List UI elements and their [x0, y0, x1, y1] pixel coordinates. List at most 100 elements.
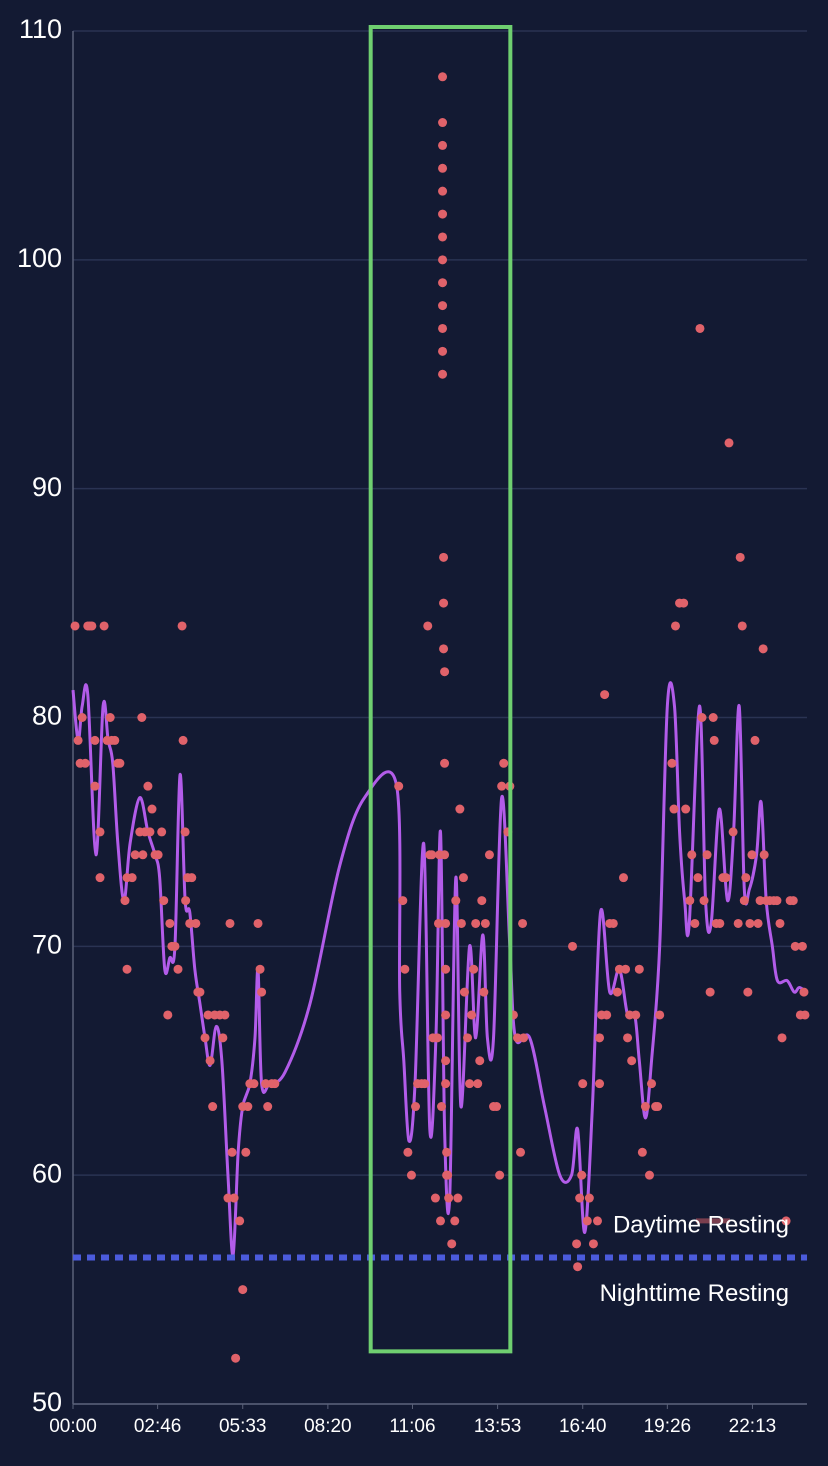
heart-rate-point: [220, 1010, 230, 1020]
heart-rate-point: [427, 850, 437, 860]
heart-rate-point: [758, 644, 768, 654]
heart-rate-point: [438, 72, 448, 82]
heart-rate-point: [195, 987, 205, 997]
heart-rate-point: [473, 1079, 483, 1089]
heart-rate-point: [647, 1079, 657, 1089]
heart-rate-point: [497, 781, 507, 791]
heart-rate-point: [200, 1033, 210, 1043]
heart-rate-point: [77, 713, 87, 722]
heart-rate-point: [87, 621, 97, 631]
heart-rate-point: [495, 1170, 505, 1180]
trend-line: [71, 681, 808, 1257]
heart-rate-point: [438, 118, 448, 128]
y-tick-label: 100: [17, 243, 62, 273]
heart-rate-point: [436, 1216, 446, 1226]
heart-rate-point: [438, 186, 448, 196]
heart-rate-point: [735, 552, 745, 562]
heart-rate-point: [577, 1170, 587, 1180]
heart-rate-point: [593, 1216, 603, 1226]
heart-rate-point: [145, 827, 155, 837]
heart-rate-point: [455, 804, 465, 814]
heart-rate-point: [440, 758, 450, 768]
heart-rate-point: [253, 918, 263, 928]
heart-rate-point: [518, 918, 528, 928]
heart-rate-point: [582, 1216, 592, 1226]
heart-rate-point: [441, 1010, 451, 1020]
heart-rate-point: [444, 1193, 454, 1203]
heart-rate-point: [440, 850, 450, 860]
heart-rate-point: [127, 873, 137, 883]
heart-rate-point: [679, 598, 689, 608]
x-tick-label: 19:26: [644, 1416, 692, 1437]
heart-rate-point: [447, 1239, 457, 1249]
heart-rate-point: [572, 1239, 582, 1249]
heart-rate-point: [477, 896, 487, 906]
heart-rate-point: [110, 735, 120, 745]
heart-rate-point: [687, 850, 697, 860]
heart-rate-point: [438, 323, 448, 333]
heart-rate-point: [456, 918, 466, 928]
heart-rate-point: [724, 438, 734, 448]
heart-rate-point: [437, 1102, 447, 1112]
labels: 50 60 70 80 90 100 110 00:00 02:46 05:33 08:20 11:0…: [17, 14, 789, 1437]
heart-rate-point: [438, 278, 448, 288]
heart-rate-point: [73, 735, 83, 745]
heart-rate-point: [697, 713, 707, 722]
heart-rate-point: [203, 1010, 213, 1020]
heart-rate-point: [157, 827, 167, 837]
heart-rate-point: [270, 1079, 280, 1089]
heart-rate-point: [423, 621, 433, 631]
heart-rate-point: [218, 1033, 228, 1043]
heart-rate-point: [177, 621, 187, 631]
heart-rate-point: [159, 896, 169, 906]
heart-rate-point: [772, 896, 782, 906]
heart-rate-point: [741, 873, 751, 883]
heart-rate-point: [578, 1079, 588, 1089]
heart-rate-point: [588, 1239, 598, 1249]
heart-rate-point: [623, 1033, 633, 1043]
heart-rate-point: [170, 941, 180, 951]
heart-rate-point: [238, 1285, 248, 1295]
heart-rate-point: [747, 850, 757, 860]
y-tick-label: 60: [32, 1158, 62, 1188]
heart-rate-point: [499, 758, 509, 768]
heart-rate-point: [653, 1102, 663, 1112]
heart-rate-point: [180, 827, 190, 837]
heart-rate-point: [95, 827, 105, 837]
heart-rate-point: [153, 850, 163, 860]
heart-rate-point: [163, 1010, 173, 1020]
heart-rate-point: [130, 850, 140, 860]
heart-rate-point: [443, 1170, 453, 1180]
y-tick-label: 80: [32, 701, 62, 731]
heart-rate-point: [255, 964, 265, 974]
heart-rate-point: [178, 735, 188, 745]
heart-rate-point: [438, 209, 448, 219]
heart-rate-point: [241, 1147, 251, 1157]
heart-rate-point: [438, 140, 448, 150]
heart-rate-point: [619, 873, 628, 883]
heart-rate-point: [471, 918, 481, 928]
heart-rate-point: [205, 1056, 215, 1066]
heart-rate-point: [690, 918, 700, 928]
heart-rate-point: [516, 1147, 526, 1157]
heart-rate-point: [781, 1216, 791, 1226]
heart-rate-point: [728, 827, 738, 837]
heart-rate-point: [750, 735, 760, 745]
heart-rate-point: [644, 1170, 654, 1180]
heart-rate-point: [463, 1033, 473, 1043]
heart-rate-point: [80, 758, 90, 768]
heart-rate-point: [70, 621, 80, 631]
heart-rate-point: [430, 1193, 440, 1203]
heart-rate-point: [492, 1102, 502, 1112]
heart-rate-point: [602, 1010, 612, 1020]
heart-rate-point: [777, 1033, 787, 1043]
heart-rate-point: [733, 918, 743, 928]
heart-rate-point: [227, 1147, 237, 1157]
heart-rate-point: [775, 918, 785, 928]
heart-rate-point: [669, 804, 679, 814]
heart-rate-point: [398, 896, 408, 906]
x-tick-label: 08:20: [304, 1416, 352, 1437]
